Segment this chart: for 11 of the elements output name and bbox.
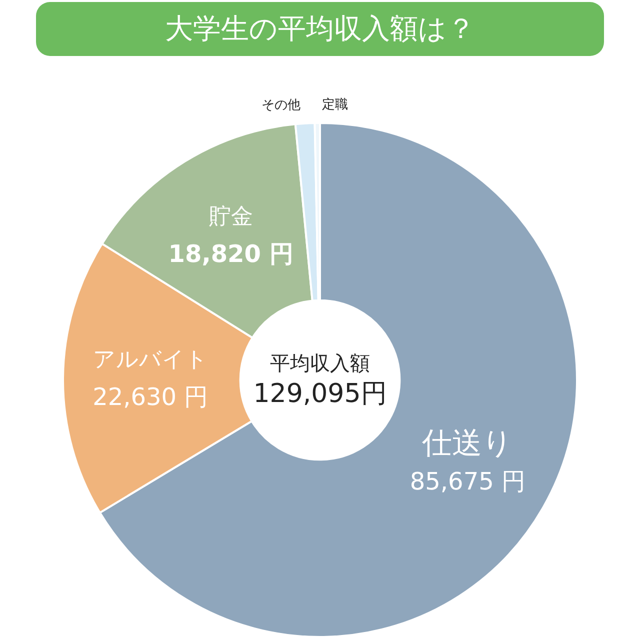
data-label: 85,675 円 xyxy=(410,468,526,496)
data-label: 18,820 円 xyxy=(168,240,294,268)
slice-label: 貯金 xyxy=(208,204,253,230)
slice-label: 定職 xyxy=(322,97,348,112)
slice-label: その他 xyxy=(261,98,300,113)
slice-label: アルバイト xyxy=(92,347,208,372)
chart-title: 大学生の平均収入額は？ xyxy=(36,2,604,56)
text: 129,095円 xyxy=(253,378,387,409)
slice-label: 仕送り xyxy=(421,426,514,462)
data-label: 22,630 円 xyxy=(92,382,208,411)
text: 平均収入額 xyxy=(270,351,370,376)
